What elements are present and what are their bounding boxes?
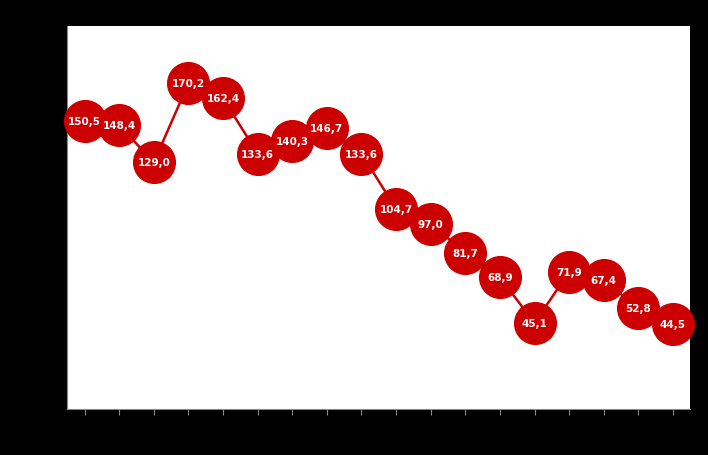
Text: 150,5: 150,5 [68, 117, 101, 127]
Point [494, 274, 506, 282]
Text: 45,1: 45,1 [522, 318, 547, 329]
Point [564, 268, 575, 276]
Text: 71,9: 71,9 [556, 267, 582, 277]
Text: 81,7: 81,7 [452, 248, 478, 258]
Point [356, 151, 367, 158]
Point [598, 277, 610, 284]
Text: 52,8: 52,8 [625, 303, 651, 313]
Text: 129,0: 129,0 [137, 158, 170, 168]
Point [287, 138, 298, 145]
Text: 67,4: 67,4 [590, 276, 617, 286]
Point [252, 151, 263, 158]
Text: 146,7: 146,7 [310, 124, 343, 134]
Point [668, 321, 679, 328]
Text: 68,9: 68,9 [487, 273, 513, 283]
Point [390, 206, 401, 213]
Text: 44,5: 44,5 [660, 319, 686, 329]
Point [148, 159, 159, 167]
Point [529, 320, 540, 327]
Point [425, 221, 436, 228]
Point [113, 122, 125, 130]
Point [183, 81, 194, 88]
Point [459, 250, 471, 257]
Text: 148,4: 148,4 [103, 121, 136, 131]
Text: 140,3: 140,3 [275, 136, 309, 147]
Text: 170,2: 170,2 [172, 79, 205, 89]
Point [633, 305, 644, 312]
Text: 104,7: 104,7 [379, 204, 413, 214]
Point [217, 96, 229, 103]
Point [321, 126, 333, 133]
Text: 133,6: 133,6 [241, 149, 274, 159]
Text: 97,0: 97,0 [418, 219, 444, 229]
Text: 162,4: 162,4 [207, 94, 239, 104]
Point [79, 118, 90, 126]
Text: 133,6: 133,6 [345, 149, 378, 159]
